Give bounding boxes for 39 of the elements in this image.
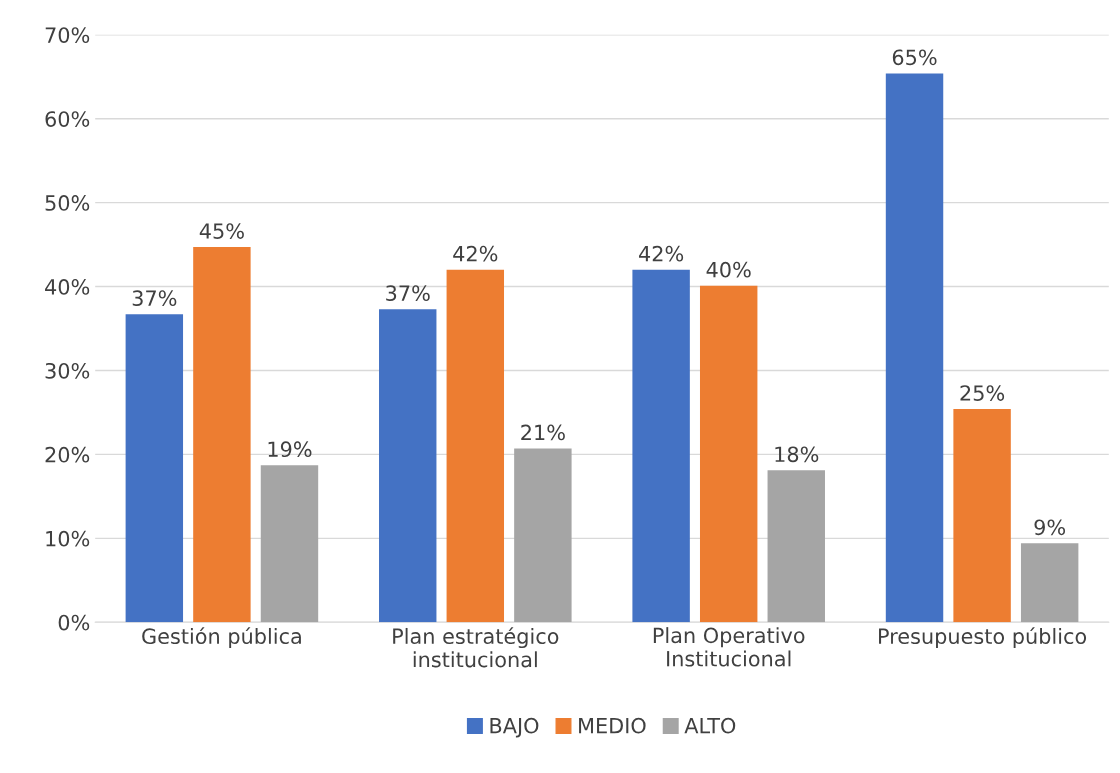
data-label: 65% xyxy=(892,49,937,66)
bar xyxy=(885,73,944,623)
data-label: 21% xyxy=(521,424,565,441)
bar xyxy=(260,465,319,623)
bar xyxy=(767,470,825,623)
data-label: 25% xyxy=(960,385,1005,401)
data-label: 37% xyxy=(386,285,430,302)
x-tick-label: Gestión pública xyxy=(142,627,301,649)
x-tick-label: Presupuesto público xyxy=(879,627,1087,649)
bar xyxy=(514,448,572,623)
bar xyxy=(953,409,1011,623)
data-label: 9% xyxy=(1034,519,1066,536)
bar xyxy=(1020,543,1079,623)
y-tick-label: 30% xyxy=(45,362,90,379)
y-tick-label: 10% xyxy=(46,530,90,547)
y-tick-label: 60% xyxy=(45,111,90,127)
y-tick-label: 40% xyxy=(45,279,90,295)
data-label: 42% xyxy=(453,245,498,262)
data-label: 40% xyxy=(706,261,751,278)
x-tick-label: Plan Operativo Institucional xyxy=(653,627,805,667)
y-tick-label: 70% xyxy=(45,27,90,43)
bar xyxy=(379,309,437,623)
legend-label: BAJO xyxy=(490,717,539,738)
x-tick-label: Plan estratégico institucional xyxy=(393,627,559,668)
y-tick-label: 50% xyxy=(45,195,90,211)
data-label: 42% xyxy=(638,245,684,262)
bar xyxy=(125,314,184,623)
data-label: 37% xyxy=(132,290,177,307)
y-tick-label: 20% xyxy=(45,446,90,463)
y-tick-label: 0% xyxy=(58,614,90,631)
bar xyxy=(699,285,758,623)
data-label: 45% xyxy=(199,223,244,239)
data-label: 19% xyxy=(268,441,312,458)
bar xyxy=(193,247,251,623)
bar xyxy=(632,269,690,623)
legend-label: ALTO xyxy=(684,717,736,734)
legend-label: MEDIO xyxy=(579,717,646,734)
data-label: 18% xyxy=(775,446,819,463)
bar xyxy=(446,269,505,623)
